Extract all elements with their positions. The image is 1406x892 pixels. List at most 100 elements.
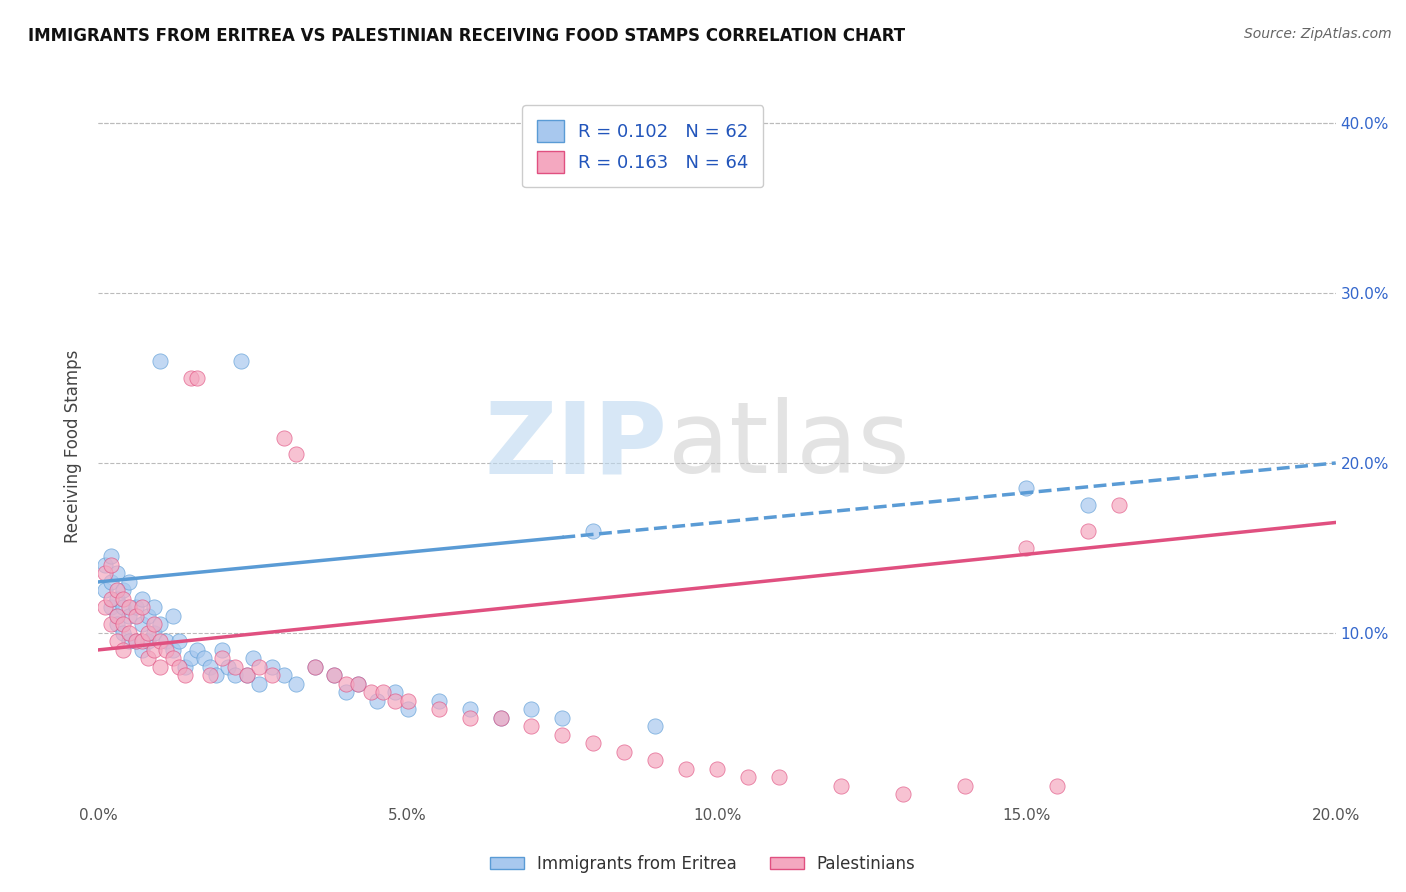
- Point: [105, 566, 128, 581]
- Point: [112, 591, 135, 606]
- Point: [100, 591, 122, 606]
- Point: [830, 779, 852, 793]
- Point: [186, 643, 208, 657]
- Point: [582, 736, 605, 750]
- Point: [131, 600, 153, 615]
- Point: [112, 617, 135, 632]
- Point: [360, 685, 382, 699]
- Point: [131, 617, 153, 632]
- Point: [335, 677, 357, 691]
- Legend: R = 0.102   N = 62, R = 0.163   N = 64: R = 0.102 N = 62, R = 0.163 N = 64: [523, 105, 763, 187]
- Text: IMMIGRANTS FROM ERITREA VS PALESTINIAN RECEIVING FOOD STAMPS CORRELATION CHART: IMMIGRANTS FROM ERITREA VS PALESTINIAN R…: [28, 27, 905, 45]
- Point: [93, 566, 115, 581]
- Point: [118, 600, 141, 615]
- Point: [706, 762, 728, 776]
- Point: [384, 694, 406, 708]
- Point: [149, 617, 172, 632]
- Text: atlas: atlas: [668, 398, 910, 494]
- Point: [105, 591, 128, 606]
- Point: [427, 694, 450, 708]
- Point: [273, 430, 295, 444]
- Point: [322, 668, 344, 682]
- Point: [118, 608, 141, 623]
- Point: [124, 634, 146, 648]
- Point: [211, 651, 233, 665]
- Point: [149, 634, 172, 648]
- Point: [582, 524, 605, 538]
- Point: [136, 634, 159, 648]
- Point: [427, 702, 450, 716]
- Point: [124, 600, 146, 615]
- Point: [112, 600, 135, 615]
- Point: [174, 668, 197, 682]
- Point: [136, 651, 159, 665]
- Point: [285, 448, 308, 462]
- Point: [384, 685, 406, 699]
- Point: [891, 787, 914, 801]
- Point: [229, 354, 252, 368]
- Point: [236, 668, 259, 682]
- Point: [100, 617, 122, 632]
- Point: [174, 660, 197, 674]
- Point: [1015, 482, 1038, 496]
- Point: [285, 677, 308, 691]
- Point: [520, 702, 543, 716]
- Point: [112, 583, 135, 598]
- Point: [118, 574, 141, 589]
- Point: [247, 660, 270, 674]
- Point: [100, 558, 122, 572]
- Point: [260, 660, 283, 674]
- Point: [260, 668, 283, 682]
- Point: [489, 711, 512, 725]
- Point: [489, 711, 512, 725]
- Point: [105, 634, 128, 648]
- Point: [644, 719, 666, 733]
- Text: ZIP: ZIP: [485, 398, 668, 494]
- Point: [1046, 779, 1069, 793]
- Point: [124, 608, 146, 623]
- Point: [112, 626, 135, 640]
- Point: [768, 770, 790, 784]
- Point: [93, 558, 115, 572]
- Point: [143, 617, 166, 632]
- Point: [105, 608, 128, 623]
- Point: [551, 728, 574, 742]
- Y-axis label: Receiving Food Stamps: Receiving Food Stamps: [65, 350, 83, 542]
- Point: [162, 643, 184, 657]
- Point: [180, 371, 202, 385]
- Point: [211, 643, 233, 657]
- Point: [458, 702, 481, 716]
- Point: [205, 668, 228, 682]
- Point: [162, 651, 184, 665]
- Point: [149, 354, 172, 368]
- Point: [304, 660, 326, 674]
- Point: [162, 608, 184, 623]
- Point: [953, 779, 976, 793]
- Point: [193, 651, 215, 665]
- Point: [112, 643, 135, 657]
- Point: [224, 668, 246, 682]
- Point: [105, 608, 128, 623]
- Point: [100, 600, 122, 615]
- Point: [100, 549, 122, 564]
- Point: [613, 745, 636, 759]
- Point: [737, 770, 759, 784]
- Point: [198, 660, 221, 674]
- Point: [186, 371, 208, 385]
- Point: [247, 677, 270, 691]
- Point: [224, 660, 246, 674]
- Point: [1077, 524, 1099, 538]
- Point: [143, 626, 166, 640]
- Point: [136, 626, 159, 640]
- Point: [136, 608, 159, 623]
- Point: [100, 574, 122, 589]
- Point: [322, 668, 344, 682]
- Point: [198, 668, 221, 682]
- Point: [1077, 499, 1099, 513]
- Point: [131, 643, 153, 657]
- Point: [93, 583, 115, 598]
- Point: [236, 668, 259, 682]
- Point: [180, 651, 202, 665]
- Point: [347, 677, 370, 691]
- Point: [105, 617, 128, 632]
